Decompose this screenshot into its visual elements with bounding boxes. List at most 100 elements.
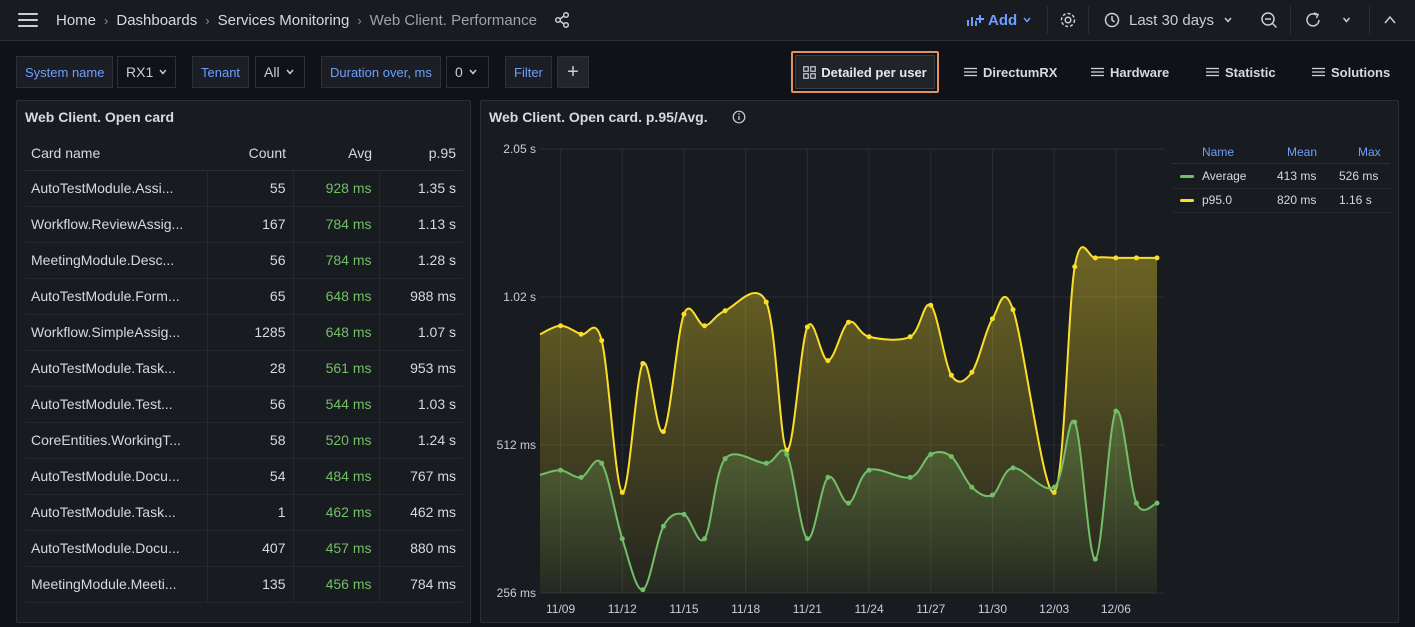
cell-count: 28 xyxy=(206,350,293,387)
cell-count: 1285 xyxy=(206,314,293,351)
breadcrumb-current: Web Client. Performance xyxy=(369,11,537,29)
cell-card-name: Workflow.SimpleAssig... xyxy=(25,314,207,351)
legend-header[interactable]: Mean xyxy=(1287,145,1318,159)
info-icon[interactable] xyxy=(732,110,746,124)
legend-name[interactable]: Average xyxy=(1202,169,1247,183)
link-statistic[interactable]: Statistic xyxy=(1206,56,1276,88)
breadcrumb-home[interactable]: Home xyxy=(56,11,97,29)
duration-select[interactable]: 0 xyxy=(446,56,489,88)
series-point xyxy=(599,338,605,344)
breadcrumb-dashboards[interactable]: Dashboards xyxy=(116,11,198,29)
x-tick-label: 11/12 xyxy=(608,602,637,616)
series-point xyxy=(681,511,687,517)
filter-label[interactable]: Filter xyxy=(505,56,552,88)
cell-avg: 648 ms xyxy=(292,278,379,315)
column-header-card-name[interactable]: Card name xyxy=(25,137,207,171)
tenant-select[interactable]: All xyxy=(255,56,305,88)
cell-p95: 1.24 s xyxy=(378,422,463,459)
table-row[interactable]: AutoTestModule.Docu... 54 484 ms 767 ms xyxy=(25,458,463,495)
cell-avg: 648 ms xyxy=(292,314,379,351)
cell-p95: 988 ms xyxy=(378,278,463,315)
series-point xyxy=(866,467,872,473)
share-icon[interactable] xyxy=(553,11,571,29)
add-filter-button[interactable]: + xyxy=(557,56,589,88)
cell-p95: 767 ms xyxy=(378,458,463,495)
series-point xyxy=(640,587,646,593)
refresh-interval-chevron-icon[interactable] xyxy=(1342,16,1351,24)
table-row[interactable]: Workflow.SimpleAssig... 1285 648 ms 1.07 s xyxy=(25,314,463,351)
series-point xyxy=(1092,556,1098,562)
detailed-per-user-button[interactable]: Detailed per user xyxy=(795,55,935,89)
refresh-icon[interactable] xyxy=(1304,11,1322,29)
table-row[interactable]: AutoTestModule.Assi... 55 928 ms 1.35 s xyxy=(25,170,463,207)
link-solutions[interactable]: Solutions xyxy=(1312,56,1390,88)
cell-p95: 953 ms xyxy=(378,350,463,387)
cell-p95: 784 ms xyxy=(378,566,463,603)
breadcrumb-folder[interactable]: Services Monitoring xyxy=(217,11,350,29)
x-tick-label: 11/24 xyxy=(854,602,883,616)
series-point xyxy=(1010,465,1016,471)
table-row[interactable]: AutoTestModule.Task... 1 462 ms 462 ms xyxy=(25,494,463,531)
table-row[interactable]: AutoTestModule.Docu... 407 457 ms 880 ms xyxy=(25,530,463,567)
series-point xyxy=(907,334,913,340)
link-solutions-label: Solutions xyxy=(1331,64,1391,80)
table-row[interactable]: CoreEntities.WorkingT... 58 520 ms 1.24 s xyxy=(25,422,463,459)
series-point xyxy=(1072,419,1078,425)
table-header-row: Card name Count Avg p.95 xyxy=(25,137,463,171)
menu-icon[interactable] xyxy=(18,13,38,28)
add-button[interactable]: Add xyxy=(966,0,1031,40)
cell-count: 56 xyxy=(206,386,293,423)
zoom-out-icon[interactable] xyxy=(1260,11,1278,29)
chart-panel-title: Web Client. Open card. p.95/Avg. xyxy=(489,109,708,125)
table-row[interactable]: AutoTestModule.Test... 56 544 ms 1.03 s xyxy=(25,386,463,423)
series-point xyxy=(578,474,584,480)
cell-avg: 784 ms xyxy=(292,206,379,243)
series-point xyxy=(619,489,625,495)
table-row[interactable]: AutoTestModule.Task... 28 561 ms 953 ms xyxy=(25,350,463,387)
x-tick-label: 12/06 xyxy=(1101,602,1131,616)
cell-avg: 544 ms xyxy=(292,386,379,423)
collapse-chevron-up-icon[interactable] xyxy=(1384,15,1396,25)
legend-header[interactable]: Max xyxy=(1358,145,1381,159)
series-point xyxy=(804,324,810,330)
cell-card-name: AutoTestModule.Form... xyxy=(25,278,207,315)
series-point xyxy=(1113,255,1119,261)
chevron-down-icon xyxy=(1224,17,1232,23)
table-row[interactable]: MeetingModule.Meeti... 135 456 ms 784 ms xyxy=(25,566,463,603)
gear-icon[interactable] xyxy=(1059,11,1077,29)
series-point xyxy=(1092,255,1098,261)
column-header-p95[interactable]: p.95 xyxy=(379,137,463,171)
p95-avg-chart: 11/09 11/12 11/15 11/18 11/21 11/24 11/27 11/30… xyxy=(497,142,1165,616)
cell-count: 135 xyxy=(206,566,293,603)
column-header-avg[interactable]: Avg xyxy=(293,137,379,171)
series-point xyxy=(578,331,584,337)
cell-card-name: AutoTestModule.Task... xyxy=(25,350,207,387)
breadcrumb-separator-icon: › xyxy=(357,12,362,28)
series-point xyxy=(784,451,790,457)
chevron-down-icon xyxy=(159,69,167,75)
detailed-highlight xyxy=(791,51,939,93)
link-directumrx[interactable]: DirectumRX xyxy=(964,56,1057,88)
legend-name[interactable]: p95.0 xyxy=(1202,193,1233,207)
table-row[interactable]: AutoTestModule.Form... 65 648 ms 988 ms xyxy=(25,278,463,315)
legend-header[interactable]: Name xyxy=(1202,145,1235,159)
cell-p95: 1.03 s xyxy=(378,386,463,423)
time-picker[interactable]: Last 30 days xyxy=(1104,0,1232,40)
time-range-label: Last 30 days xyxy=(1129,11,1215,29)
system-name-select[interactable]: RX1 xyxy=(117,56,176,88)
open-card-table: Card name Count Avg p.95 AutoTestModule.… xyxy=(25,137,463,603)
series-point xyxy=(558,323,564,329)
table-row[interactable]: MeetingModule.Desc... 56 784 ms 1.28 s xyxy=(25,242,463,279)
cell-count: 65 xyxy=(206,278,293,315)
series-point xyxy=(928,302,934,308)
legend-swatch xyxy=(1180,199,1194,202)
series-point xyxy=(599,460,605,466)
cell-avg: 784 ms xyxy=(292,242,379,279)
column-header-count[interactable]: Count xyxy=(207,137,293,171)
table-row[interactable]: Workflow.ReviewAssig... 167 784 ms 1.13 s xyxy=(25,206,463,243)
link-statistic-label: Statistic xyxy=(1225,64,1276,80)
link-hardware[interactable]: Hardware xyxy=(1091,56,1169,88)
y-tick-label: 2.05 s xyxy=(503,142,536,156)
chevron-down-icon xyxy=(469,69,477,75)
clock-icon xyxy=(1104,12,1120,28)
